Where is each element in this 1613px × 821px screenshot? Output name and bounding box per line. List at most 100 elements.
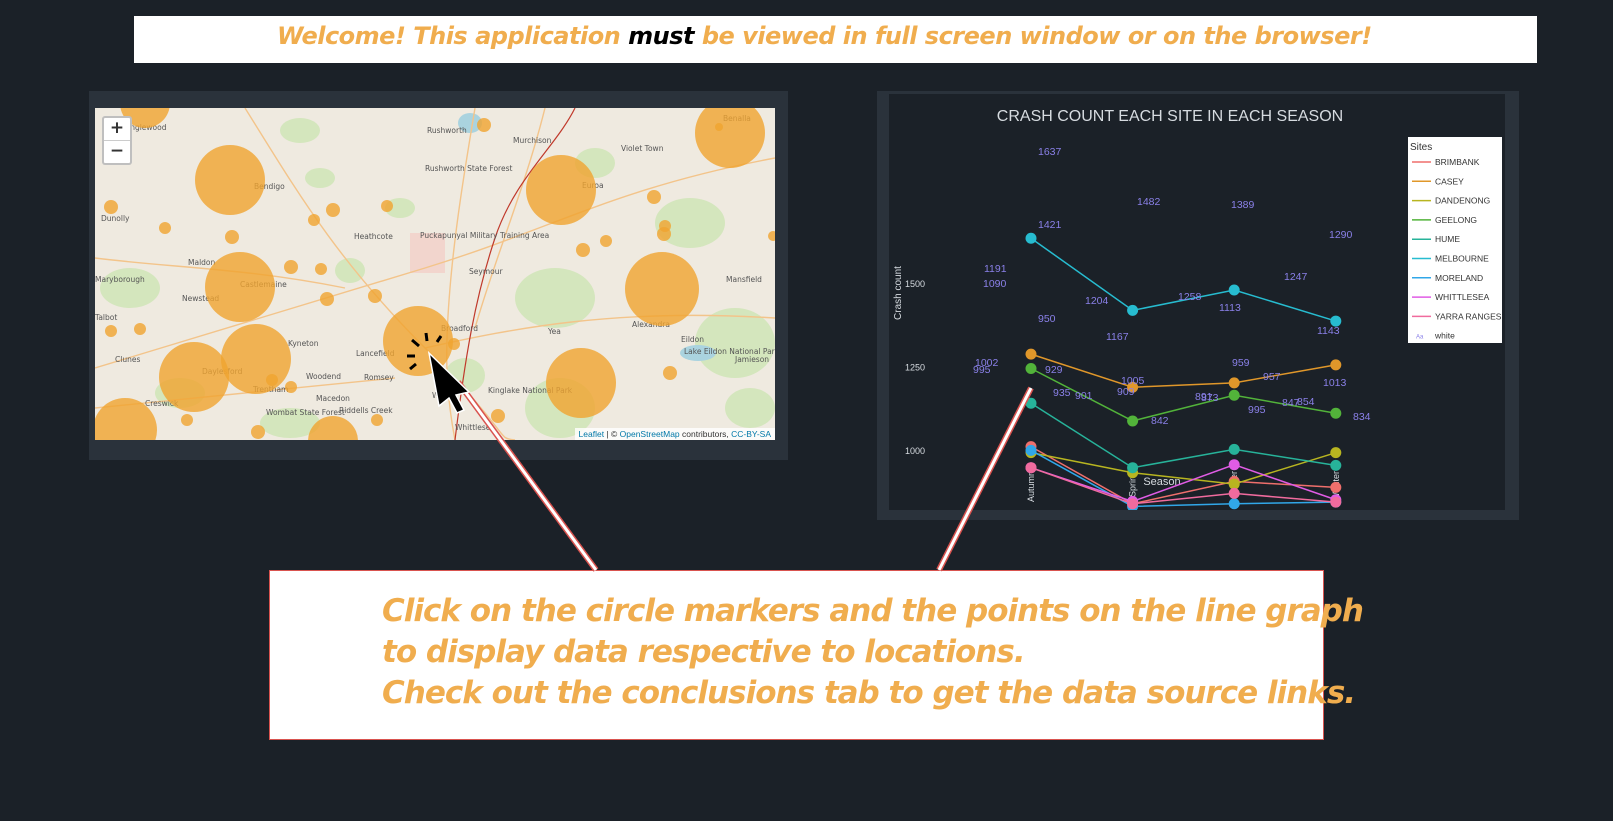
map-attribution: Leaflet | © OpenStreetMap contributors, … xyxy=(574,428,775,440)
site-circle-marker[interactable] xyxy=(477,118,491,132)
site-circle-marker[interactable] xyxy=(647,190,661,204)
data-point[interactable] xyxy=(1228,443,1240,455)
site-circle-marker[interactable] xyxy=(205,252,275,322)
data-point[interactable] xyxy=(1330,359,1342,371)
map-canvas[interactable]: InglewoodRushworthMurchisonViolet TownBe… xyxy=(95,108,775,440)
data-point[interactable] xyxy=(1330,496,1342,508)
data-point[interactable] xyxy=(1127,304,1139,316)
legend-label: BRIMBANK xyxy=(1435,157,1480,167)
legend-item[interactable]: YARRA RANGES xyxy=(1412,311,1502,321)
site-circle-marker[interactable] xyxy=(104,200,118,214)
site-circle-marker[interactable] xyxy=(315,263,327,275)
map-place-label: Heathcote xyxy=(354,232,393,241)
site-circle-marker[interactable] xyxy=(625,252,699,326)
site-circle-marker[interactable] xyxy=(105,325,117,337)
legend-item[interactable]: BRIMBANK xyxy=(1412,157,1480,167)
site-circle-marker[interactable] xyxy=(448,338,460,350)
data-point[interactable] xyxy=(1228,389,1240,401)
site-circle-marker[interactable] xyxy=(715,123,723,131)
data-point[interactable] xyxy=(1330,459,1342,471)
site-circle-marker[interactable] xyxy=(225,230,239,244)
legend-item[interactable]: CASEY xyxy=(1412,176,1464,186)
site-circle-marker[interactable] xyxy=(195,145,265,215)
site-circle-marker[interactable] xyxy=(159,342,229,412)
osm-link[interactable]: OpenStreetMap xyxy=(619,429,680,439)
map[interactable]: InglewoodRushworthMurchisonViolet TownBe… xyxy=(95,108,775,440)
legend-item[interactable]: DANDENONG xyxy=(1412,196,1490,206)
data-point[interactable] xyxy=(1025,232,1037,244)
leaflet-link[interactable]: Leaflet xyxy=(578,429,605,439)
data-point[interactable] xyxy=(1025,444,1037,456)
data-label: 834 xyxy=(1353,411,1371,423)
site-circle-marker[interactable] xyxy=(600,235,612,247)
legend-label[interactable]: white xyxy=(1434,331,1455,341)
site-circle-marker[interactable] xyxy=(308,214,320,226)
data-point[interactable] xyxy=(1228,459,1240,471)
data-point[interactable] xyxy=(1330,481,1342,493)
site-circle-marker[interactable] xyxy=(491,409,505,423)
site-circle-marker[interactable] xyxy=(95,398,157,440)
site-circle-marker[interactable] xyxy=(285,381,297,393)
site-circle-marker[interactable] xyxy=(576,243,590,257)
data-label: 1191 xyxy=(984,263,1007,275)
site-circle-marker[interactable] xyxy=(181,414,193,426)
data-label: 995 xyxy=(1248,404,1266,416)
site-circle-marker[interactable] xyxy=(768,231,775,241)
site-circle-marker[interactable] xyxy=(308,416,358,440)
site-circle-marker[interactable] xyxy=(134,323,146,335)
welcome-text: Welcome! This application must be viewed… xyxy=(277,22,1372,50)
legend-item[interactable]: GEELONG xyxy=(1412,215,1477,225)
site-circle-marker[interactable] xyxy=(695,108,765,168)
data-point[interactable] xyxy=(1330,407,1342,419)
site-circle-marker[interactable] xyxy=(663,366,677,380)
zoom-in-button[interactable]: + xyxy=(104,118,130,141)
data-point[interactable] xyxy=(1330,447,1342,459)
site-circle-marker[interactable] xyxy=(266,374,278,386)
map-place-label: Jamieson xyxy=(734,355,769,364)
site-circle-marker[interactable] xyxy=(657,227,671,241)
license-link[interactable]: CC-BY-SA xyxy=(731,429,771,439)
site-circle-marker[interactable] xyxy=(221,324,291,394)
legend-item[interactable]: MELBOURNE xyxy=(1412,254,1489,264)
legend-item[interactable]: HUME xyxy=(1412,234,1460,244)
site-circle-marker[interactable] xyxy=(383,306,453,376)
data-point[interactable] xyxy=(1025,462,1037,474)
map-place-label: Wallan xyxy=(432,391,457,400)
forest-area xyxy=(655,198,725,248)
data-point[interactable] xyxy=(1025,363,1037,375)
site-circle-marker[interactable] xyxy=(284,260,298,274)
site-circle-marker[interactable] xyxy=(320,292,334,306)
site-circle-marker[interactable] xyxy=(526,155,596,225)
map-place-label: Wombat State Forest xyxy=(266,408,345,417)
data-point[interactable] xyxy=(1127,415,1139,427)
data-point[interactable] xyxy=(1228,478,1240,490)
data-point[interactable] xyxy=(1330,315,1342,327)
instruction-line-2: to display data respective to locations. xyxy=(382,634,1026,670)
map-place-label: Creswick xyxy=(145,399,179,408)
data-point[interactable] xyxy=(1228,284,1240,296)
site-circle-marker[interactable] xyxy=(120,108,170,128)
legend-item[interactable]: MORELAND xyxy=(1412,273,1483,283)
legend-label: GEELONG xyxy=(1435,215,1477,225)
map-place-label: Whittlesea xyxy=(455,423,495,432)
map-place-label: Maldon xyxy=(188,258,216,267)
site-circle-marker[interactable] xyxy=(546,348,616,418)
site-circle-marker[interactable] xyxy=(381,200,393,212)
data-point[interactable] xyxy=(1025,348,1037,360)
data-point[interactable] xyxy=(1127,462,1139,474)
data-point[interactable] xyxy=(1127,381,1139,393)
site-circle-marker[interactable] xyxy=(251,425,265,439)
zoom-out-button[interactable]: − xyxy=(109,141,125,161)
data-point[interactable] xyxy=(1025,397,1037,409)
site-circle-marker[interactable] xyxy=(159,222,171,234)
data-label: 1090 xyxy=(983,278,1007,290)
map-place-label: Alexandra xyxy=(632,320,670,329)
legend-item[interactable]: WHITTLESEA xyxy=(1412,292,1490,302)
site-circle-marker[interactable] xyxy=(368,289,382,303)
data-point[interactable] xyxy=(1127,498,1139,510)
data-point[interactable] xyxy=(1228,487,1240,499)
site-circle-marker[interactable] xyxy=(371,414,383,426)
data-point[interactable] xyxy=(1228,498,1240,510)
data-point[interactable] xyxy=(1228,377,1240,389)
site-circle-marker[interactable] xyxy=(326,203,340,217)
